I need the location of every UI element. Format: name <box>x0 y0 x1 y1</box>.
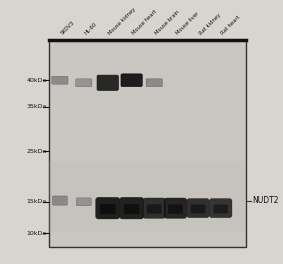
Bar <box>49 161 246 232</box>
Text: Rat kidney: Rat kidney <box>198 12 222 36</box>
Text: HL-60: HL-60 <box>84 22 98 36</box>
FancyBboxPatch shape <box>209 199 232 218</box>
Text: NUDT2: NUDT2 <box>252 196 279 205</box>
Text: 40kDa: 40kDa <box>26 78 47 83</box>
FancyBboxPatch shape <box>49 40 246 247</box>
FancyBboxPatch shape <box>121 74 142 87</box>
Text: 35kDa: 35kDa <box>26 104 47 109</box>
FancyBboxPatch shape <box>147 204 162 214</box>
Text: 15kDa: 15kDa <box>26 199 47 204</box>
Text: Rat heart: Rat heart <box>221 15 242 36</box>
Text: Mouse liver: Mouse liver <box>175 11 200 36</box>
FancyBboxPatch shape <box>120 197 143 219</box>
Text: SKOV3: SKOV3 <box>60 20 76 36</box>
FancyBboxPatch shape <box>191 205 205 213</box>
FancyBboxPatch shape <box>143 198 166 218</box>
FancyBboxPatch shape <box>76 198 91 206</box>
Text: 25kDa: 25kDa <box>26 149 47 154</box>
FancyBboxPatch shape <box>168 204 183 214</box>
FancyBboxPatch shape <box>52 76 68 84</box>
FancyBboxPatch shape <box>124 204 140 214</box>
FancyBboxPatch shape <box>100 204 115 214</box>
FancyBboxPatch shape <box>213 205 228 213</box>
FancyBboxPatch shape <box>52 196 67 205</box>
FancyBboxPatch shape <box>76 79 92 87</box>
Text: Mouse heart: Mouse heart <box>132 9 158 36</box>
FancyBboxPatch shape <box>187 199 209 218</box>
FancyBboxPatch shape <box>96 197 120 219</box>
Text: 10kDa: 10kDa <box>26 231 47 236</box>
FancyBboxPatch shape <box>164 198 187 218</box>
FancyBboxPatch shape <box>146 79 162 87</box>
Text: Mouse kidney: Mouse kidney <box>108 7 137 36</box>
Text: Mouse brain: Mouse brain <box>154 10 181 36</box>
FancyBboxPatch shape <box>97 75 118 90</box>
